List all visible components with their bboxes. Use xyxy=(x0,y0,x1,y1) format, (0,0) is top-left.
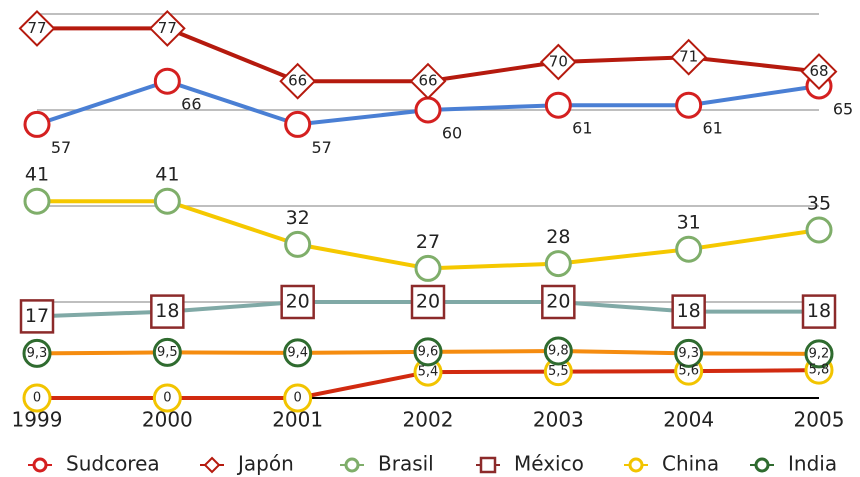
data-label: 61 xyxy=(702,119,722,138)
data-label: 5,8 xyxy=(809,363,830,378)
data-label: 28 xyxy=(546,226,570,248)
data-label: 0 xyxy=(294,391,302,406)
data-label: 68 xyxy=(809,62,828,80)
data-label: 18 xyxy=(677,300,701,322)
data-label: 41 xyxy=(25,164,49,186)
data-label: 35 xyxy=(807,193,831,215)
data-point xyxy=(671,294,706,329)
data-label: 32 xyxy=(286,207,310,229)
data-label: 20 xyxy=(286,291,310,313)
data-point xyxy=(804,339,834,369)
data-point xyxy=(153,187,181,215)
data-label: 5,4 xyxy=(418,365,439,380)
data-point xyxy=(674,338,704,368)
data-label: 66 xyxy=(418,72,437,90)
data-label: 9,2 xyxy=(809,346,830,361)
data-label: 57 xyxy=(51,138,71,157)
data-label: 5,6 xyxy=(678,364,699,379)
data-point xyxy=(280,284,315,320)
x-tick-label: 2003 xyxy=(533,408,584,432)
data-point xyxy=(413,337,443,367)
data-label: 71 xyxy=(679,48,698,66)
legend-symbol xyxy=(628,457,644,473)
data-point xyxy=(409,62,447,100)
data-label: 9,8 xyxy=(548,343,569,358)
data-label: 61 xyxy=(572,119,592,138)
data-point xyxy=(23,187,51,215)
data-point xyxy=(800,53,838,91)
legend-symbol xyxy=(754,457,770,473)
data-point xyxy=(410,284,446,320)
data-point xyxy=(152,337,182,367)
legend-symbol xyxy=(32,457,48,473)
legend-label: Sudcorea xyxy=(66,452,160,476)
data-point xyxy=(153,67,181,95)
data-point xyxy=(414,96,442,124)
data-label: 18 xyxy=(155,300,179,322)
legend-symbol xyxy=(203,456,221,474)
data-label: 9,5 xyxy=(157,345,178,360)
data-point xyxy=(541,284,576,320)
data-label: 77 xyxy=(158,19,177,37)
data-point xyxy=(675,91,703,119)
x-tick-label: 2002 xyxy=(403,408,454,432)
data-point xyxy=(544,91,572,119)
data-point xyxy=(801,294,837,329)
legend-symbol xyxy=(344,457,360,473)
data-point xyxy=(18,9,56,47)
data-point xyxy=(675,235,703,263)
data-label: 77 xyxy=(27,19,46,37)
data-point xyxy=(539,43,577,81)
data-point xyxy=(283,383,313,413)
data-label: 70 xyxy=(549,53,568,71)
data-label: 41 xyxy=(155,164,179,186)
legend-label: India xyxy=(788,452,837,476)
data-label: 20 xyxy=(416,291,440,313)
data-point xyxy=(148,9,186,47)
data-label: 9,6 xyxy=(418,344,439,359)
data-point xyxy=(284,230,312,258)
data-point xyxy=(805,216,833,244)
data-label: 9,3 xyxy=(27,346,48,361)
data-label: 27 xyxy=(416,231,440,253)
data-point xyxy=(284,110,312,138)
data-label: 5,5 xyxy=(548,364,569,379)
data-point xyxy=(283,338,313,368)
data-label: 18 xyxy=(807,300,831,322)
data-point xyxy=(279,62,317,100)
x-tick-label: 2004 xyxy=(663,408,714,432)
data-label: 0 xyxy=(163,391,171,406)
data-point xyxy=(19,299,55,334)
data-point xyxy=(22,338,52,368)
legend-label: Japón xyxy=(236,452,294,476)
data-label: 17 xyxy=(25,305,49,327)
legend-label: China xyxy=(662,452,719,476)
data-point xyxy=(152,383,182,413)
data-point xyxy=(150,294,185,329)
data-point xyxy=(543,336,573,366)
data-point xyxy=(544,250,572,278)
data-label: 20 xyxy=(546,291,570,313)
data-label: 31 xyxy=(677,212,701,234)
data-point xyxy=(414,254,442,282)
legend-symbol xyxy=(479,456,497,474)
data-label: 9,3 xyxy=(678,346,699,361)
data-label: 57 xyxy=(311,138,331,157)
data-point xyxy=(23,110,51,138)
data-label: 0 xyxy=(33,391,41,406)
x-tick-label: 2005 xyxy=(794,408,845,432)
data-point xyxy=(22,383,52,413)
legend-label: Brasil xyxy=(378,452,434,476)
data-point xyxy=(670,38,708,76)
legend-label: México xyxy=(514,452,584,476)
data-label: 9,4 xyxy=(287,345,308,360)
data-label: 66 xyxy=(181,95,201,114)
data-label: 60 xyxy=(442,124,462,143)
data-label: 65 xyxy=(833,100,853,119)
data-label: 66 xyxy=(288,72,307,90)
